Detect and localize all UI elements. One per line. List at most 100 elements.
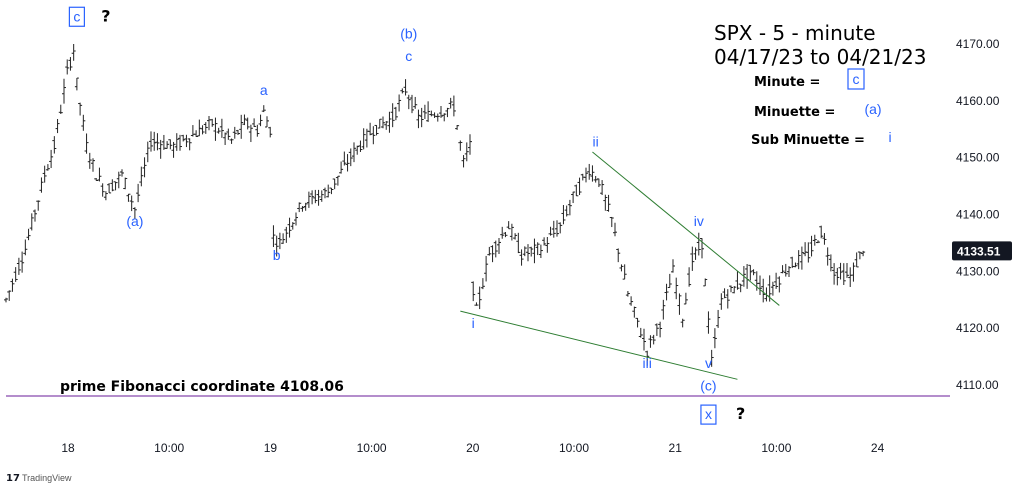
y-axis: 4110.00 4120.00 4130.00 4140.00 4150.00 4160.…: [956, 37, 1000, 392]
ohlc-bar: [658, 321, 663, 338]
ohlc-bar: [94, 178, 99, 182]
ohlc-bar: [606, 194, 611, 212]
ohlc-bar: [33, 209, 37, 222]
ohlc-bar: [558, 222, 563, 234]
ohlc-bar: [155, 133, 160, 151]
ohlc-bar: [732, 286, 737, 294]
ohlc-bar: [487, 246, 492, 256]
ohlc-bar: [828, 254, 833, 272]
ohlc-bar: [200, 125, 205, 135]
ohlc-bar: [758, 275, 762, 296]
ohlc-bar: [74, 77, 79, 91]
ohlc-bar: [271, 225, 276, 248]
ohlc-bar: [58, 104, 63, 114]
ohlc-bar: [774, 272, 779, 289]
ohlc-bar: [368, 122, 373, 136]
wave-label: a: [260, 82, 268, 98]
chart-subtitle: 04/17/23 to 04/21/23: [714, 45, 926, 69]
ohlc-bar: [629, 296, 634, 306]
ohlc-bar: [693, 247, 698, 260]
ohlc-bar: [513, 233, 518, 240]
ohlc-bar: [690, 246, 695, 271]
ohlc-bar: [551, 220, 556, 238]
ohlc-bar: [729, 285, 733, 293]
svg-text:b: b: [273, 247, 281, 263]
ohlc-bar: [184, 134, 189, 148]
ohlc-bar: [45, 164, 50, 171]
wave-label: b: [273, 247, 281, 263]
ohlc-bar: [313, 189, 318, 204]
ohlc-bar: [677, 293, 682, 315]
ohlc-bar: [290, 222, 295, 230]
fibonacci-line: prime Fibonacci coordinate 4108.06: [6, 379, 950, 397]
ohlc-bar: [300, 206, 305, 212]
ohlc-bar: [638, 327, 643, 338]
ohlc-bar: [68, 57, 73, 71]
ohlc-bar: [281, 233, 286, 244]
wave-label: (c): [700, 378, 716, 394]
ohlc-bar: [503, 231, 508, 238]
ohlc-bar: [361, 128, 366, 150]
ohlc-bar: [571, 191, 576, 204]
ohlc-bar: [593, 175, 598, 183]
ohlc-bar: [584, 167, 588, 183]
ohlc-bar: [793, 262, 798, 268]
ohlc-bar: [203, 122, 208, 134]
ohlc-bar: [590, 165, 595, 182]
svg-text:c: c: [853, 71, 860, 87]
ohlc-bar: [422, 104, 427, 119]
ohlc-bar: [339, 161, 344, 174]
ohlc-bar: [335, 175, 340, 186]
ohlc-bar: [229, 138, 234, 144]
ohlc-bar: [20, 251, 25, 273]
ohlc-bar: [190, 125, 195, 137]
ohlc-bar: [529, 246, 534, 257]
ohlc-bar: [632, 306, 637, 318]
ohlc-bar: [532, 238, 537, 264]
y-tick-label: 4160.00: [956, 94, 1000, 108]
ohlc-bar: [738, 283, 743, 293]
last-price-box: [952, 241, 1012, 261]
ohlc-bar: [255, 124, 260, 137]
ohlc-bar: [36, 200, 41, 211]
ohlc-bar: [548, 226, 553, 236]
svg-text:Minute =: Minute =: [754, 75, 820, 90]
ohlc-bar: [316, 189, 321, 206]
ohlc-bar: [464, 142, 469, 162]
ohlc-bar: [848, 267, 853, 287]
svg-text:(a): (a): [126, 213, 143, 229]
ohlc-bar: [735, 271, 740, 290]
ohlc-bar: [55, 118, 60, 134]
svg-text:iv: iv: [694, 213, 704, 229]
x-tick-label: 19: [264, 441, 278, 455]
ohlc-bar: [799, 246, 804, 270]
ohlc-bar: [16, 257, 21, 275]
svg-text:i: i: [888, 129, 891, 145]
wave-label: c: [68, 6, 85, 27]
ohlc-bar: [497, 238, 501, 255]
ohlc-bar: [374, 124, 379, 136]
ohlc-bar: [439, 106, 443, 118]
ohlc-bar: [245, 117, 250, 130]
ohlc-bar: [745, 264, 750, 289]
x-tick-label: 21: [669, 441, 683, 455]
ohlc-bar: [4, 297, 8, 303]
ohlc-bar: [603, 194, 608, 211]
ohlc-bar: [780, 265, 785, 274]
legend-item: Minute = c: [754, 68, 865, 90]
ohlc-bar: [455, 124, 460, 130]
ohlc-bar: [152, 131, 157, 151]
ohlc-bar: [165, 141, 170, 149]
ohlc-bar: [845, 263, 849, 278]
wave-label: ii: [593, 133, 599, 149]
ohlc-bar: [596, 178, 601, 188]
ohlc-bar: [400, 88, 405, 94]
ohlc-bar: [825, 247, 830, 266]
ohlc-bar: [139, 166, 144, 187]
x-tick-label: 20: [466, 441, 480, 455]
ohlc-bar: [132, 207, 137, 219]
ohlc-bar: [277, 232, 282, 250]
ohlc-bar: [490, 245, 495, 263]
ohlc-bar: [468, 134, 472, 155]
